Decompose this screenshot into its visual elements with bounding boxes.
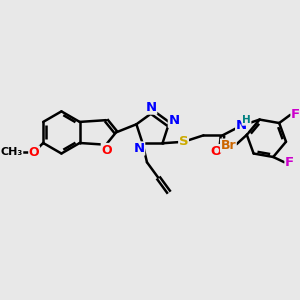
Text: N: N	[146, 101, 157, 114]
Text: Br: Br	[220, 139, 236, 152]
Text: S: S	[179, 135, 188, 148]
Text: F: F	[285, 156, 294, 169]
Text: F: F	[291, 108, 300, 121]
Text: O: O	[101, 143, 112, 157]
Text: O: O	[29, 146, 39, 159]
Text: CH₃: CH₃	[1, 147, 23, 157]
Text: N: N	[168, 114, 179, 127]
Text: H: H	[242, 115, 251, 125]
Text: O: O	[210, 145, 221, 158]
Text: N: N	[236, 119, 247, 132]
Text: N: N	[134, 142, 145, 155]
